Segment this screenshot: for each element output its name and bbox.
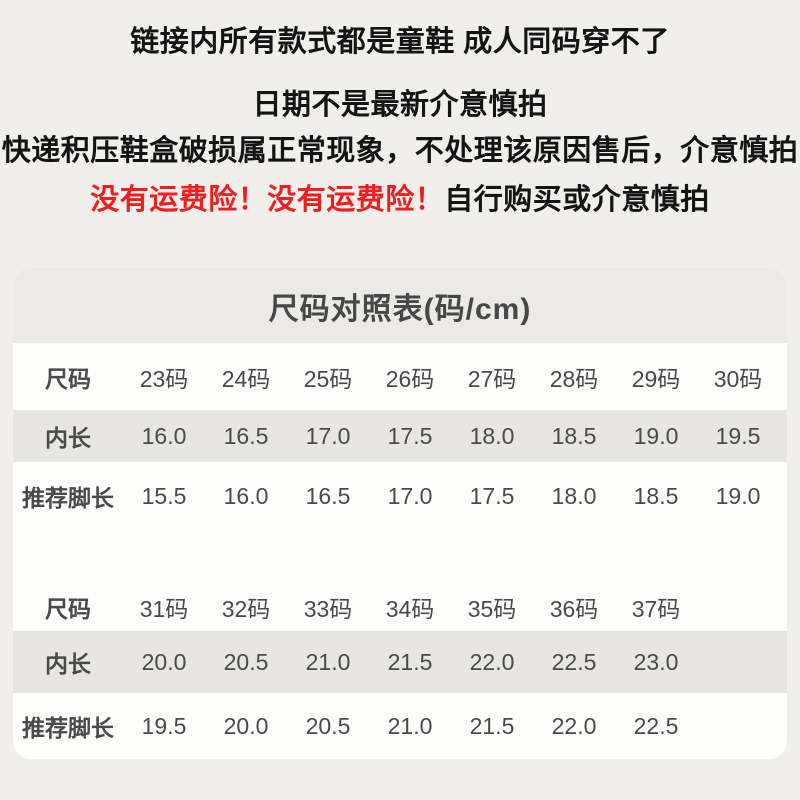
size-cell: 35码 (467, 596, 517, 622)
length-cell: 21.0 (305, 648, 351, 675)
table2-inner-length-row: 内长 20.0 20.5 21.0 21.5 22.0 22.5 23.0 (13, 631, 787, 693)
row-label: 内长 (45, 425, 91, 451)
length-cell: 20.5 (223, 648, 269, 675)
length-cell: 17.5 (469, 482, 515, 509)
size-cell: 34码 (385, 596, 435, 622)
size-cell: 31码 (139, 596, 189, 622)
size-cell: 23码 (139, 365, 189, 392)
table-separator (13, 530, 787, 583)
size-cell: 24码 (221, 365, 271, 392)
size-cell: 33码 (303, 596, 353, 622)
length-cell: 22.0 (469, 648, 515, 675)
size-cell: 37码 (631, 596, 681, 622)
length-cell: 17.0 (305, 422, 351, 449)
row-label: 内长 (45, 651, 91, 677)
notice-buy-at-own-risk: 自行购买或介意慎拍 (444, 184, 710, 216)
notice-freight: 没有运费险！没有运费险！自行购买或介意慎拍 (0, 183, 800, 217)
table1-inner-length-row: 内长 16.0 16.5 17.0 17.5 18.0 18.5 19.0 19… (13, 410, 787, 462)
notice-block: 链接内所有款式都是童鞋 成人同码穿不了 日期不是最新介意慎拍 快递积压鞋盒破损属… (0, 0, 800, 217)
size-cell: 26码 (385, 365, 435, 392)
table2-size-row: 尺码 31码 32码 33码 34码 35码 36码 37码 (13, 583, 787, 631)
length-cell: 16.0 (223, 482, 269, 509)
length-cell: 20.0 (223, 712, 269, 739)
table2-foot-length-row: 推荐脚长 19.5 20.0 20.5 21.0 21.5 22.0 22.5 (13, 693, 787, 759)
size-cell: 27码 (467, 365, 517, 392)
length-cell: 19.5 (141, 712, 187, 739)
length-cell: 16.5 (305, 482, 351, 509)
notice-kids-shoes: 链接内所有款式都是童鞋 成人同码穿不了 (130, 26, 670, 58)
length-cell: 22.5 (551, 648, 597, 675)
length-cell: 23.0 (633, 648, 679, 675)
length-cell: 20.0 (141, 648, 187, 675)
length-cell: 18.0 (469, 422, 515, 449)
length-cell: 21.5 (387, 648, 433, 675)
size-cell: 25码 (303, 365, 353, 392)
notice-box-damage: 快递积压鞋盒破损属正常现象，不处理该原因售后，介意慎拍 (1, 135, 799, 167)
length-cell: 22.5 (633, 712, 679, 739)
length-cell: 18.5 (551, 422, 597, 449)
size-cell: 28码 (549, 365, 599, 392)
length-cell: 17.5 (387, 422, 433, 449)
row-label: 推荐脚长 (22, 715, 114, 741)
size-cell: 30码 (713, 365, 763, 392)
length-cell: 16.5 (223, 422, 269, 449)
size-chart-title: 尺码对照表(码/cm) (13, 268, 787, 343)
size-cell: 32码 (221, 596, 271, 622)
length-cell: 22.0 (551, 712, 597, 739)
length-cell: 20.5 (305, 712, 351, 739)
length-cell: 17.0 (387, 482, 433, 509)
length-cell: 21.0 (387, 712, 433, 739)
length-cell: 15.5 (141, 482, 187, 509)
table1-size-row: 尺码 23码 24码 25码 26码 27码 28码 29码 30码 (13, 343, 787, 410)
length-cell: 19.0 (715, 482, 761, 509)
length-cell: 19.5 (715, 422, 761, 449)
size-chart-card: 尺码对照表(码/cm) 尺码 23码 24码 25码 26码 27码 28码 2… (13, 268, 787, 759)
length-cell: 16.0 (141, 422, 187, 449)
row-label: 尺码 (45, 596, 91, 622)
notice-date: 日期不是最新介意慎拍 (252, 89, 548, 121)
table1-foot-length-row: 推荐脚长 15.5 16.0 16.5 17.0 17.5 18.0 18.5 … (13, 462, 787, 530)
row-label: 尺码 (45, 365, 91, 392)
length-cell: 18.0 (551, 482, 597, 509)
notice-no-freight-insurance: 没有运费险！没有运费险！ (90, 184, 445, 216)
length-cell: 21.5 (469, 712, 515, 739)
size-cell: 29码 (631, 365, 681, 392)
length-cell: 19.0 (633, 422, 679, 449)
row-label: 推荐脚长 (22, 485, 114, 511)
length-cell: 18.5 (633, 482, 679, 509)
size-cell: 36码 (549, 596, 599, 622)
